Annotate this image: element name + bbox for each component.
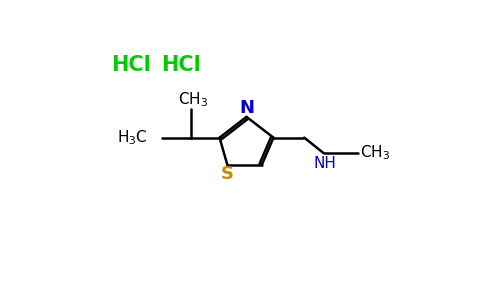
Text: HCl: HCl [111,55,151,75]
Text: CH$_3$: CH$_3$ [360,144,390,162]
Text: CH$_3$: CH$_3$ [178,91,208,109]
Text: N: N [239,99,254,117]
Text: S: S [221,165,234,183]
Text: HCl: HCl [161,55,201,75]
Text: H$_3$C: H$_3$C [117,128,148,147]
Text: NH: NH [314,156,336,171]
